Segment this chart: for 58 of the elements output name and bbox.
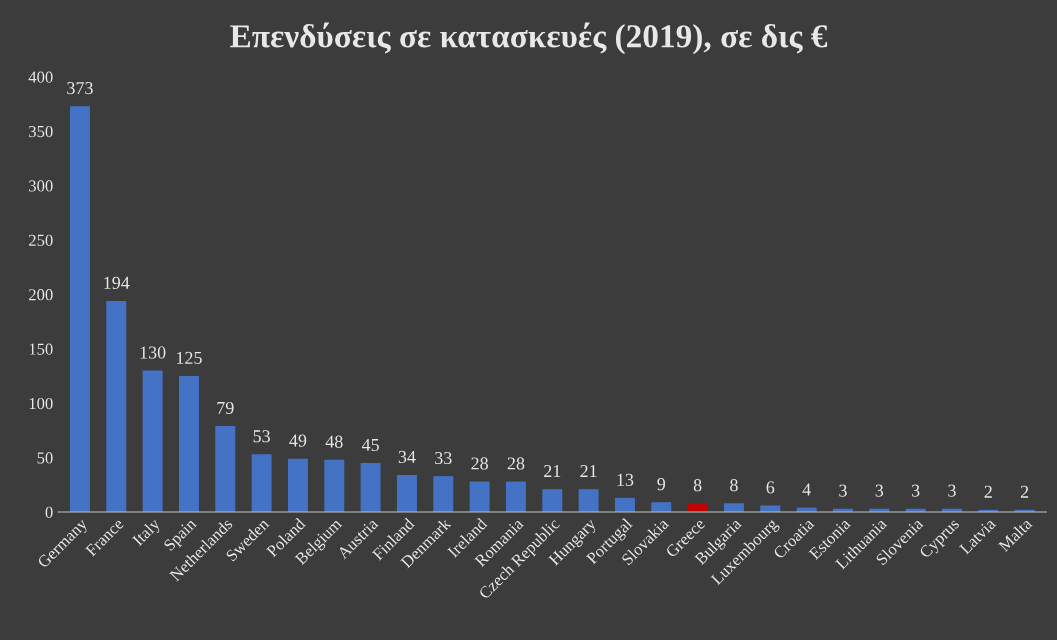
data-label: 53: [253, 430, 270, 443]
y-tick-label: 250: [29, 234, 53, 246]
data-label: 9: [657, 478, 666, 491]
bar: [760, 505, 781, 512]
bar: [505, 481, 526, 512]
bar: [469, 481, 490, 512]
data-label: 45: [361, 438, 379, 452]
data-label: 194: [104, 276, 130, 289]
bar: [578, 489, 599, 512]
data-label: 2: [984, 485, 992, 498]
bar: [106, 300, 127, 512]
bar: [215, 426, 236, 512]
bar: [687, 503, 708, 512]
data-label: 33: [435, 451, 452, 465]
bar: [723, 503, 744, 512]
x-tick-label: Italy: [131, 516, 164, 549]
bar: [178, 376, 199, 512]
data-label: 48: [325, 435, 343, 448]
data-label: 28: [507, 457, 525, 470]
bar: [324, 459, 345, 512]
bar: [287, 458, 308, 512]
data-label: 13: [617, 473, 634, 486]
data-label: 2: [1020, 485, 1029, 498]
data-label: 3: [948, 484, 956, 497]
data-label: 3: [839, 484, 847, 497]
y-tick-label: 400: [28, 71, 53, 83]
bar: [433, 476, 454, 512]
bar: [69, 106, 90, 512]
y-tick-label: 200: [29, 289, 53, 301]
data-label: 3: [875, 484, 884, 497]
data-label: 8: [693, 479, 702, 492]
data-label: 34: [398, 450, 416, 464]
data-label: 8: [730, 479, 738, 492]
bar: [251, 454, 272, 512]
data-label: 130: [140, 346, 166, 359]
y-tick-label: 0: [45, 506, 53, 518]
data-label: 4: [802, 483, 811, 496]
bar: [614, 497, 635, 512]
data-label: 21: [544, 465, 561, 477]
data-label: 49: [289, 434, 307, 447]
y-tick-label: 100: [29, 397, 53, 410]
y-tick-label: 300: [29, 180, 53, 192]
chart-title: Επενδύσεις σε κατασκευές (2019), σε δις €: [230, 22, 828, 55]
data-label: 28: [471, 457, 488, 470]
bar: [542, 489, 563, 512]
y-tick-label: 350: [29, 125, 53, 138]
y-tick-label: 150: [29, 343, 53, 355]
bar: [396, 475, 417, 512]
data-label: 373: [67, 82, 93, 95]
data-label: 6: [766, 481, 775, 494]
bar: [360, 463, 381, 512]
y-tick-label: 50: [37, 452, 53, 464]
bar: [651, 502, 672, 512]
data-label: 21: [580, 465, 597, 477]
data-label: 79: [217, 401, 234, 415]
data-label: 3: [911, 484, 920, 497]
data-label: 125: [176, 351, 202, 364]
bar: [142, 370, 163, 512]
